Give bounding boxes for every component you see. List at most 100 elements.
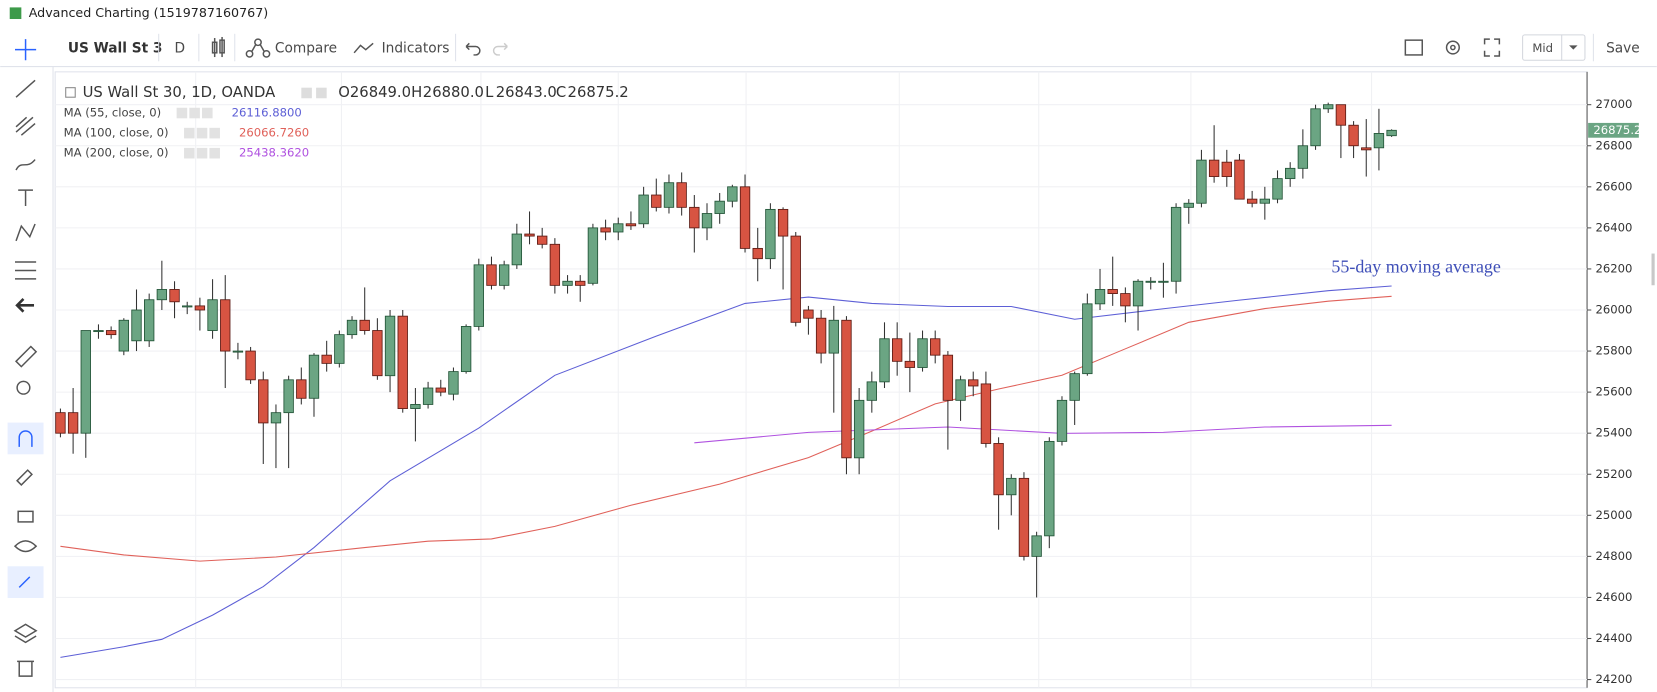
candle-body xyxy=(1056,399,1068,442)
candle-body xyxy=(1348,124,1359,147)
delete-tool[interactable] xyxy=(17,660,35,677)
candle-body xyxy=(397,315,408,409)
annotation: 55-day moving average xyxy=(1331,256,1501,276)
candle-body xyxy=(410,404,421,409)
candle-body xyxy=(600,227,611,233)
ma-legend-name: MA (200, close, 0) xyxy=(64,146,169,160)
candle-body xyxy=(448,371,459,395)
y-tick-label: 25200 xyxy=(1596,467,1633,481)
candle-body xyxy=(879,338,890,383)
candle-body xyxy=(1107,289,1118,294)
settings-button[interactable] xyxy=(1445,40,1460,55)
fib-tool[interactable] xyxy=(15,116,36,136)
candle-body xyxy=(891,338,903,362)
candle-body xyxy=(613,223,624,233)
candle-body xyxy=(245,350,256,381)
legend: US Wall St 30, 1D, OANDA O 26849.0 H 268… xyxy=(65,84,629,101)
scrollbar xyxy=(1651,253,1655,286)
candle-body xyxy=(968,379,979,387)
zoom-tool[interactable] xyxy=(16,380,31,395)
measure-tool[interactable] xyxy=(15,345,38,368)
layers-tool[interactable] xyxy=(13,623,38,644)
legend-icon[interactable] xyxy=(301,87,312,99)
y-tick-label: 25400 xyxy=(1596,426,1633,440)
candle-body xyxy=(790,235,801,323)
last-price-badge xyxy=(1588,122,1639,138)
candle-body xyxy=(689,206,700,229)
app-icon xyxy=(9,7,22,20)
brush-tool[interactable] xyxy=(15,159,36,171)
candle-body xyxy=(739,186,751,249)
candle-body xyxy=(663,182,675,208)
back-tool[interactable] xyxy=(15,298,35,313)
candle-body xyxy=(1196,159,1207,204)
window-title: Advanced Charting (1519787160767) xyxy=(29,5,268,20)
compare-button[interactable]: Compare xyxy=(275,41,337,57)
candle-body xyxy=(1373,133,1385,149)
candle-body xyxy=(765,208,776,260)
candle-body xyxy=(1335,104,1347,126)
lock-tool[interactable] xyxy=(17,510,34,523)
save-button[interactable]: Save xyxy=(1606,41,1640,57)
candle-body xyxy=(473,264,484,327)
candle-body xyxy=(1006,477,1017,496)
symbol-input[interactable]: US Wall St 3 xyxy=(68,41,163,57)
candle-body xyxy=(220,299,231,352)
ma-legend-value: 26066.7260 xyxy=(239,126,309,140)
ma-legend-icon xyxy=(196,147,208,159)
legend-open: 26849.0 xyxy=(350,84,411,101)
candle-body xyxy=(1044,440,1055,537)
fullscreen-button[interactable] xyxy=(1483,38,1501,57)
text-tool[interactable] xyxy=(18,189,33,207)
candle-body xyxy=(511,233,523,266)
screenshot-button[interactable] xyxy=(1404,39,1423,56)
candle-body xyxy=(169,289,180,303)
indicators-icon[interactable] xyxy=(353,42,374,54)
candle-body xyxy=(131,309,142,342)
legend-key: C xyxy=(556,84,566,101)
interval-button[interactable]: D xyxy=(175,41,186,57)
lock-draw-tool[interactable] xyxy=(16,469,33,486)
candle-body xyxy=(460,326,472,373)
undo-button[interactable] xyxy=(465,42,481,56)
candle-body xyxy=(1120,293,1131,307)
prediction-tool[interactable] xyxy=(15,261,37,280)
pattern-tool[interactable] xyxy=(15,223,36,242)
collapse-button[interactable] xyxy=(65,87,76,98)
candle-body xyxy=(1183,202,1194,208)
candle-body xyxy=(917,338,928,368)
y-tick-label: 24600 xyxy=(1596,590,1633,604)
legend-high: 26880.0 xyxy=(423,84,484,101)
y-tick-label: 26200 xyxy=(1596,261,1633,275)
candle-body xyxy=(1285,167,1296,180)
redo-button[interactable] xyxy=(492,42,508,56)
trendline-tool[interactable] xyxy=(15,79,36,98)
chart-type-button[interactable] xyxy=(211,36,225,58)
candle-body xyxy=(866,381,877,401)
candle-body xyxy=(105,330,117,336)
candle-body xyxy=(1323,104,1334,110)
price-mode-select[interactable] xyxy=(1522,34,1586,61)
candle-body xyxy=(1361,147,1372,151)
link-tool[interactable] xyxy=(18,576,31,588)
magnet-highlight xyxy=(7,422,44,455)
compare-icon[interactable] xyxy=(245,38,271,58)
ma-legend-value: 25438.3620 xyxy=(239,146,309,160)
ma-legend-icon xyxy=(189,107,200,119)
candle-body xyxy=(955,379,966,401)
candle-body xyxy=(359,319,370,331)
legend-icon[interactable] xyxy=(316,87,327,99)
crosshair-tool[interactable] xyxy=(15,39,37,61)
candle-body xyxy=(1170,206,1182,282)
candle-body xyxy=(587,227,599,284)
y-tick-label: 24800 xyxy=(1596,549,1633,563)
dropdown-arrow[interactable] xyxy=(1569,45,1578,50)
y-tick-label: 26400 xyxy=(1596,220,1633,234)
candle-body xyxy=(80,330,91,434)
candle-body xyxy=(752,247,763,260)
ma-legend-icon xyxy=(176,107,188,119)
visibility-tool[interactable] xyxy=(13,540,38,553)
magnet-tool[interactable] xyxy=(18,430,33,447)
indicators-button[interactable]: Indicators xyxy=(382,41,450,57)
